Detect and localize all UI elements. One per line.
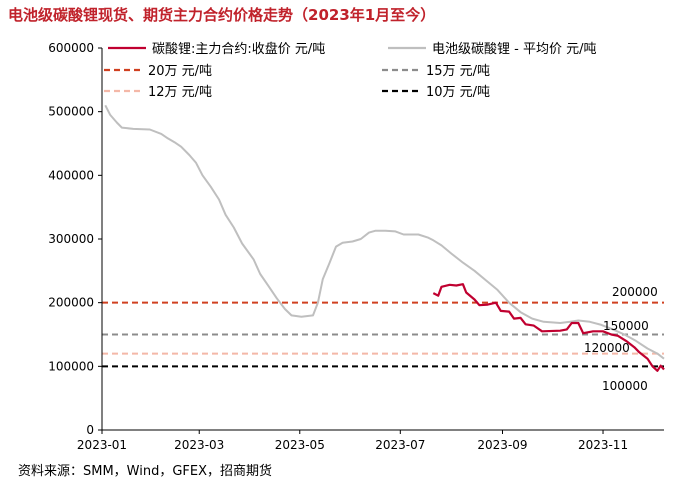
y-tick-label: 400000	[48, 168, 94, 182]
reference-label-200000: 200000	[612, 285, 658, 299]
futures-price-line	[432, 283, 665, 372]
spot-price-line	[104, 104, 665, 360]
legend-label: 12万 元/吨	[148, 85, 212, 100]
reference-label-100000: 100000	[602, 379, 648, 393]
y-tick-label: 600000	[48, 41, 94, 55]
line-chart: 0 100000 200000 300000 400000 500000 600000 202…	[48, 41, 665, 452]
x-tick-label: 2023-09	[477, 438, 527, 452]
reference-label-150000: 150000	[603, 319, 649, 333]
legend-label: 20万 元/吨	[148, 64, 212, 79]
y-tick-label: 200000	[48, 296, 94, 310]
source-note: 资料来源：SMM，Wind，GFEX，招商期货	[18, 464, 273, 479]
x-tick-label: 2023-01	[77, 438, 127, 452]
y-tick-label: 500000	[48, 105, 94, 119]
x-tick-label: 2023-11	[578, 438, 628, 452]
chart-title: 电池级碳酸锂现货、期货主力合约价格走势（2023年1月至今）	[8, 6, 436, 24]
legend-label: 碳酸锂:主力合约:收盘价 元/吨	[152, 41, 325, 57]
x-tick-label: 2023-07	[375, 438, 425, 452]
y-tick-label: 0	[86, 423, 94, 437]
x-tick-label: 2023-03	[174, 438, 224, 452]
legend-label: 电池级碳酸锂 - 平均价 元/吨	[432, 42, 596, 57]
legend-label: 15万 元/吨	[426, 64, 490, 79]
legend-label: 10万 元/吨	[426, 85, 490, 100]
y-tick-label: 100000	[48, 359, 94, 373]
reference-label-120000: 120000	[584, 341, 630, 355]
x-tick-label: 2023-05	[275, 438, 325, 452]
y-tick-label: 300000	[48, 232, 94, 246]
